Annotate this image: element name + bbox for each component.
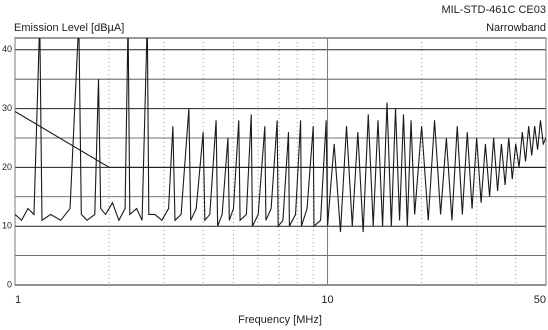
x-tick-label: 50 xyxy=(534,294,546,306)
y-tick-label: 10 xyxy=(2,221,12,231)
y-tick-label: 40 xyxy=(2,44,12,54)
x-tick-label: 1 xyxy=(15,294,21,306)
x-axis-label: Frequency [MHz] xyxy=(238,314,322,326)
grid xyxy=(14,38,547,286)
chart-subtitle: MIL-STD-461C CE03 xyxy=(441,4,546,16)
series-line xyxy=(15,38,546,233)
y-tick-label: 20 xyxy=(2,162,12,172)
y-tick-label: 30 xyxy=(2,103,12,113)
plot-marks xyxy=(15,38,546,233)
x-tick-label: 10 xyxy=(321,294,333,306)
series-line xyxy=(15,111,546,168)
chart-subtitle: Narrowband xyxy=(486,22,546,34)
chart-title: Emission Level [dBµA] xyxy=(14,22,124,34)
y-tick-label: 0 xyxy=(7,279,12,289)
plot-frame xyxy=(14,37,547,286)
